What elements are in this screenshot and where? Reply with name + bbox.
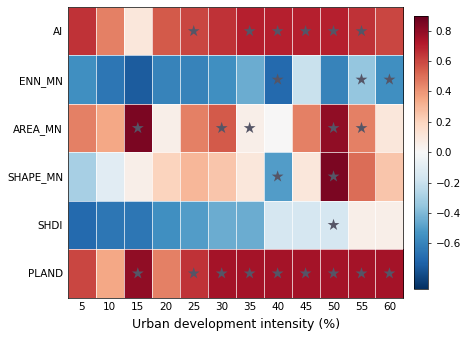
Point bbox=[274, 174, 281, 179]
Point bbox=[330, 271, 337, 276]
X-axis label: Urban development intensity (%): Urban development intensity (%) bbox=[132, 318, 340, 331]
Point bbox=[358, 28, 365, 34]
Point bbox=[246, 28, 254, 34]
Point bbox=[302, 28, 309, 34]
Point bbox=[386, 271, 393, 276]
Point bbox=[358, 271, 365, 276]
Point bbox=[358, 125, 365, 131]
Point bbox=[358, 77, 365, 82]
Point bbox=[386, 77, 393, 82]
Point bbox=[274, 77, 281, 82]
Point bbox=[218, 125, 226, 131]
Point bbox=[134, 271, 142, 276]
Point bbox=[134, 125, 142, 131]
Point bbox=[274, 271, 281, 276]
Point bbox=[190, 28, 198, 34]
Point bbox=[274, 28, 281, 34]
Point bbox=[246, 271, 254, 276]
Point bbox=[218, 271, 226, 276]
Point bbox=[190, 271, 198, 276]
Point bbox=[246, 125, 254, 131]
Point bbox=[330, 28, 337, 34]
Point bbox=[302, 271, 309, 276]
Point bbox=[330, 174, 337, 179]
Point bbox=[330, 125, 337, 131]
Point bbox=[330, 222, 337, 228]
